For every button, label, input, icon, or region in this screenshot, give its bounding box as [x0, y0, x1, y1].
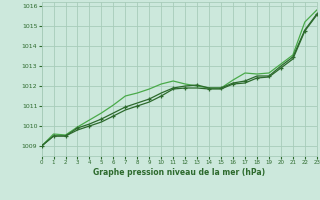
X-axis label: Graphe pression niveau de la mer (hPa): Graphe pression niveau de la mer (hPa)	[93, 168, 265, 177]
